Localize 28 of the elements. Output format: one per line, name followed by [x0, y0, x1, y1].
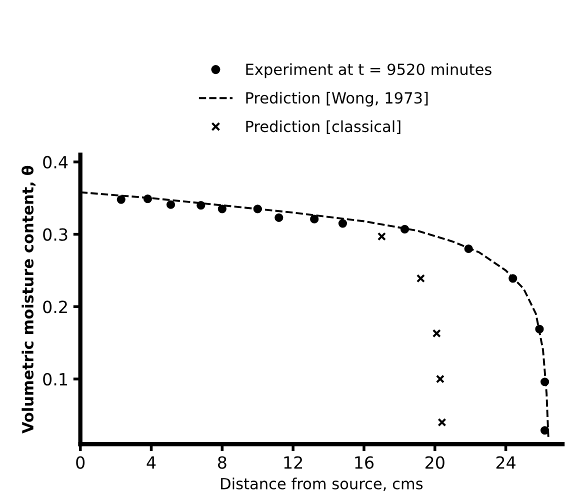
x-tick-label: 12	[284, 456, 302, 469]
point	[338, 219, 348, 228]
y-tick-label: 0.3	[43, 228, 68, 241]
point	[116, 195, 126, 204]
y-tick-label: 0.1	[43, 372, 68, 386]
point	[310, 214, 319, 224]
point	[540, 426, 550, 435]
x-tick-label: 8	[218, 456, 226, 469]
point	[218, 204, 226, 214]
point	[377, 232, 386, 241]
y-tick-label: 0.2	[43, 300, 67, 314]
point	[274, 213, 284, 222]
x-tick-label: 24	[496, 456, 516, 469]
x-tick-label: 4	[146, 456, 156, 469]
x-axis-title: Distance from source, cms	[221, 478, 423, 491]
point	[432, 329, 441, 338]
x-tick-label: 16	[355, 456, 374, 469]
point	[166, 200, 176, 209]
x-tick-label: 0	[76, 456, 85, 469]
legend-label: Prediction [classical]	[246, 120, 400, 134]
x-tick-label: 20	[426, 456, 444, 469]
y-tick-label: 0.4	[43, 156, 68, 168]
point	[416, 274, 426, 283]
point	[438, 418, 446, 427]
legend-label: Experiment at t = 9520 minutes	[246, 63, 492, 78]
y-axis-title: Volumetric moisture content, θ	[22, 166, 36, 434]
legend-label: Prediction [Wong, 1973]	[246, 92, 428, 107]
point	[436, 374, 445, 384]
